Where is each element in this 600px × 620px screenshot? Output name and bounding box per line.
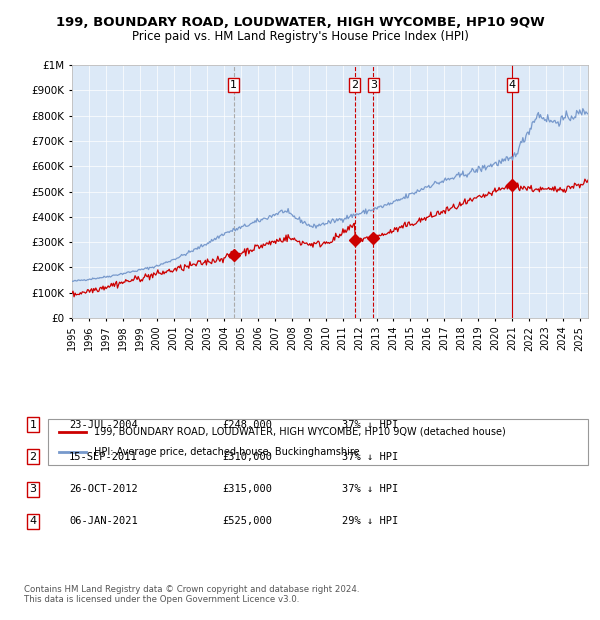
Text: Price paid vs. HM Land Registry's House Price Index (HPI): Price paid vs. HM Land Registry's House … [131, 30, 469, 43]
199, BOUNDARY ROAD, LOUDWATER, HIGH WYCOMBE, HP10 9QW (detached house) [493, 188, 500, 196]
199, BOUNDARY ROAD, LOUDWATER, HIGH WYCOMBE, HP10 9QW (detached house) [377, 232, 384, 239]
199, BOUNDARY ROAD, LOUDWATER, HIGH WYCOMBE, HP10 9QW (detached house) [581, 175, 589, 183]
199, BOUNDARY ROAD, LOUDWATER, HIGH WYCOMBE, HP10 9QW (detached house) [573, 182, 580, 189]
Text: 2: 2 [351, 81, 358, 91]
HPI: Average price, detached house, Buckinghamshire: (2.03e+03, 8.07e+05): Average price, detached house, Buckingha… [584, 110, 592, 118]
Text: 06-JAN-2021: 06-JAN-2021 [69, 516, 138, 526]
Text: 1: 1 [230, 81, 237, 91]
Text: 3: 3 [370, 81, 377, 91]
Text: 4: 4 [29, 516, 37, 526]
199, BOUNDARY ROAD, LOUDWATER, HIGH WYCOMBE, HP10 9QW (detached house) [584, 176, 592, 184]
Text: £525,000: £525,000 [222, 516, 272, 526]
Text: 29% ↓ HPI: 29% ↓ HPI [342, 516, 398, 526]
Text: 199, BOUNDARY ROAD, LOUDWATER, HIGH WYCOMBE, HP10 9QW (detached house): 199, BOUNDARY ROAD, LOUDWATER, HIGH WYCO… [94, 427, 506, 436]
Text: 37% ↓ HPI: 37% ↓ HPI [342, 452, 398, 462]
HPI: Average price, detached house, Buckinghamshire: (2e+03, 1.45e+05): Average price, detached house, Buckingha… [70, 278, 77, 285]
HPI: Average price, detached house, Buckinghamshire: (2.02e+03, 8.21e+05): Average price, detached house, Buckingha… [573, 107, 580, 114]
Text: HPI: Average price, detached house, Buckinghamshire: HPI: Average price, detached house, Buck… [94, 447, 359, 457]
HPI: Average price, detached house, Buckinghamshire: (2e+03, 1.46e+05): Average price, detached house, Buckingha… [68, 278, 76, 285]
Text: £310,000: £310,000 [222, 452, 272, 462]
HPI: Average price, detached house, Buckinghamshire: (2.03e+03, 8.28e+05): Average price, detached house, Buckingha… [579, 105, 586, 112]
Text: 26-OCT-2012: 26-OCT-2012 [69, 484, 138, 494]
Text: 23-JUL-2004: 23-JUL-2004 [69, 420, 138, 430]
HPI: Average price, detached house, Buckinghamshire: (2.01e+03, 3.98e+05): Average price, detached house, Buckingha… [349, 214, 356, 221]
HPI: Average price, detached house, Buckinghamshire: (2.01e+03, 4.43e+05): Average price, detached house, Buckingha… [377, 202, 384, 210]
199, BOUNDARY ROAD, LOUDWATER, HIGH WYCOMBE, HP10 9QW (detached house) [317, 242, 325, 249]
Text: 2: 2 [29, 452, 37, 462]
HPI: Average price, detached house, Buckinghamshire: (2.02e+03, 6.16e+05): Average price, detached house, Buckingha… [493, 159, 500, 166]
Text: 37% ↓ HPI: 37% ↓ HPI [342, 484, 398, 494]
199, BOUNDARY ROAD, LOUDWATER, HIGH WYCOMBE, HP10 9QW (detached house) [70, 293, 77, 301]
199, BOUNDARY ROAD, LOUDWATER, HIGH WYCOMBE, HP10 9QW (detached house) [68, 290, 76, 297]
Text: 4: 4 [509, 81, 516, 91]
199, BOUNDARY ROAD, LOUDWATER, HIGH WYCOMBE, HP10 9QW (detached house) [314, 237, 322, 245]
HPI: Average price, detached house, Buckinghamshire: (2.01e+03, 3.64e+05): Average price, detached house, Buckingha… [314, 223, 322, 230]
Text: £248,000: £248,000 [222, 420, 272, 430]
Text: £315,000: £315,000 [222, 484, 272, 494]
HPI: Average price, detached house, Buckinghamshire: (2.01e+03, 3.69e+05): Average price, detached house, Buckingha… [317, 221, 325, 228]
Text: 1: 1 [29, 420, 37, 430]
Line: HPI: Average price, detached house, Buckinghamshire: HPI: Average price, detached house, Buck… [72, 108, 588, 281]
Text: 3: 3 [29, 484, 37, 494]
199, BOUNDARY ROAD, LOUDWATER, HIGH WYCOMBE, HP10 9QW (detached house) [349, 224, 356, 231]
Text: 199, BOUNDARY ROAD, LOUDWATER, HIGH WYCOMBE, HP10 9QW: 199, BOUNDARY ROAD, LOUDWATER, HIGH WYCO… [56, 16, 544, 29]
Text: 37% ↓ HPI: 37% ↓ HPI [342, 420, 398, 430]
Line: 199, BOUNDARY ROAD, LOUDWATER, HIGH WYCOMBE, HP10 9QW (detached house): 199, BOUNDARY ROAD, LOUDWATER, HIGH WYCO… [72, 179, 588, 297]
Text: Contains HM Land Registry data © Crown copyright and database right 2024.
This d: Contains HM Land Registry data © Crown c… [24, 585, 359, 604]
Text: 15-SEP-2011: 15-SEP-2011 [69, 452, 138, 462]
